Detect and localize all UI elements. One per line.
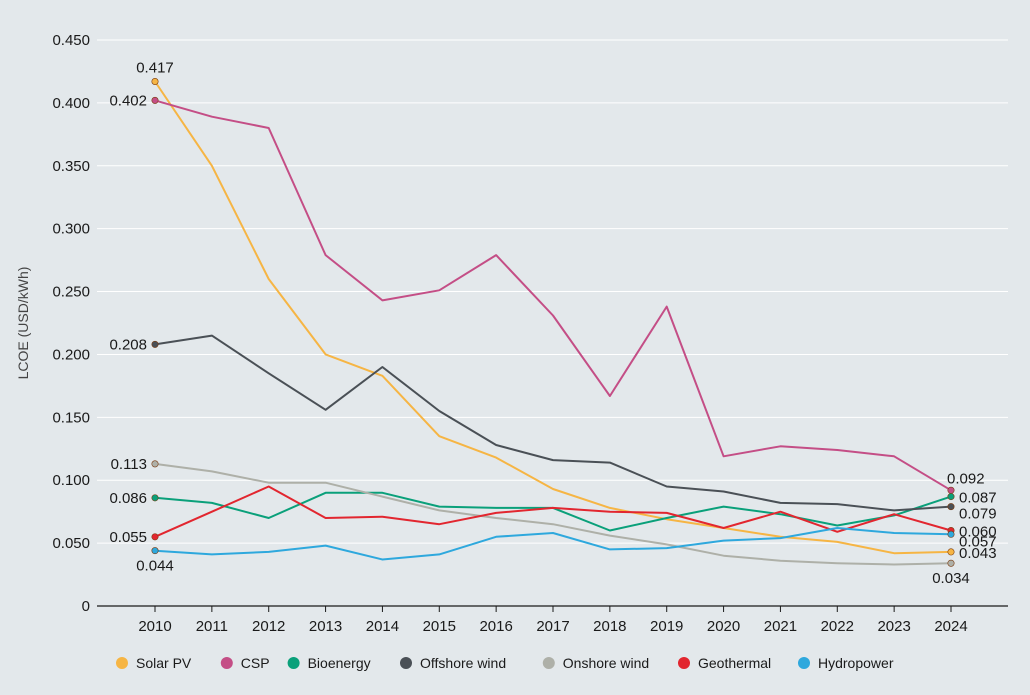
data-point-marker xyxy=(947,548,955,556)
axes: 0 0.050 0.100 0.150 0.200 0.250 0.300 0.350 0.40… xyxy=(15,32,1008,635)
legend-item-hydropower: Hydropower xyxy=(798,655,894,671)
data-label: 0.060 xyxy=(959,524,997,541)
series-line-hydropower xyxy=(154,527,952,561)
series-line-onshore-wind xyxy=(154,462,952,566)
legend-label: Onshore wind xyxy=(563,655,649,671)
legend-label: Geothermal xyxy=(698,655,771,671)
y-tick-label: 0.150 xyxy=(52,409,90,426)
data-label: 0.208 xyxy=(109,336,147,353)
data-label: 0.057 xyxy=(959,533,997,550)
data-label: 0.113 xyxy=(111,456,147,473)
y-axis-title: LCOE (USD/kWh) xyxy=(15,267,31,380)
y-tick-label: 0.350 xyxy=(52,158,90,175)
x-tick-label: 2015 xyxy=(423,618,456,635)
legend-swatch xyxy=(287,657,300,669)
data-label: 0.043 xyxy=(959,545,997,562)
legend-label: CSP xyxy=(241,655,270,671)
series-line-offshore-wind xyxy=(154,334,952,512)
legend-label: Bioenergy xyxy=(308,655,371,671)
series-lines xyxy=(154,80,952,566)
data-label: 0.086 xyxy=(109,490,147,507)
x-tick-label: 2022 xyxy=(821,618,854,635)
legend-item-solar-pv: Solar PV xyxy=(116,655,192,671)
data-point-marker xyxy=(151,96,159,104)
series-line-geothermal xyxy=(154,485,952,538)
data-point-marker xyxy=(151,547,159,555)
legend-swatch xyxy=(116,657,128,669)
data-point-marker xyxy=(151,78,159,86)
x-tick-label: 2023 xyxy=(877,618,910,635)
legend-item-csp: CSP xyxy=(220,655,270,671)
x-tick-label: 2020 xyxy=(707,618,740,635)
legend-swatch xyxy=(542,657,555,669)
legend-label: Hydropower xyxy=(818,655,894,671)
legend-item-geothermal: Geothermal xyxy=(678,655,771,671)
x-tick-label: 2012 xyxy=(252,618,285,635)
legend-item-onshore-wind: Onshore wind xyxy=(542,655,649,671)
y-tick-label: 0.250 xyxy=(52,284,90,301)
legend-swatch xyxy=(400,657,412,669)
x-tick-label: 2013 xyxy=(309,618,342,635)
data-point-marker xyxy=(947,559,955,567)
legend-swatch xyxy=(798,657,810,669)
data-point-marker xyxy=(947,530,955,538)
x-tick-label: 2010 xyxy=(138,618,171,635)
gridlines xyxy=(97,39,1008,544)
data-label: 0.055 xyxy=(109,529,147,546)
data-label: 0.092 xyxy=(947,470,985,487)
data-point-marker xyxy=(151,340,159,348)
y-tick-label: 0 xyxy=(82,598,90,615)
series-line-csp xyxy=(154,99,952,492)
x-tick-label: 2016 xyxy=(479,618,512,635)
x-tick-label: 2024 xyxy=(934,618,967,635)
legend: Solar PV CSP Bioenergy Offshore wind Onshore… xyxy=(116,655,894,671)
data-labels: 0.417 0.402 0.208 0.113 0.086 0.055 0.044 0.092… xyxy=(109,60,996,588)
data-label: 0.402 xyxy=(109,92,147,109)
y-tick-label: 0.450 xyxy=(52,32,90,49)
x-tick-label: 2018 xyxy=(593,618,626,635)
data-label: 0.044 xyxy=(136,558,174,575)
data-point-marker xyxy=(947,503,955,511)
data-label: 0.034 xyxy=(932,570,970,587)
data-point-marker xyxy=(151,494,159,502)
series-line-solar-pv xyxy=(154,80,952,555)
data-label: 0.079 xyxy=(959,506,997,523)
data-point-marker xyxy=(151,533,159,541)
y-tick-label: 0.200 xyxy=(52,346,90,363)
x-tick-label: 2017 xyxy=(536,618,569,635)
legend-label: Solar PV xyxy=(136,655,192,671)
legend-label: Offshore wind xyxy=(420,655,506,671)
y-tick-label: 0.050 xyxy=(52,535,90,552)
x-tick-label: 2014 xyxy=(366,618,399,635)
data-label: 0.087 xyxy=(959,490,997,507)
data-point-marker xyxy=(151,460,159,468)
legend-swatch xyxy=(220,657,233,669)
x-tick-label: 2019 xyxy=(650,618,683,635)
data-point-marker xyxy=(947,486,955,494)
legend-swatch xyxy=(678,657,690,669)
data-label: 0.417 xyxy=(136,60,174,77)
data-point-marker xyxy=(947,493,955,501)
y-tick-label: 0.100 xyxy=(52,472,90,489)
y-tick-label: 0.300 xyxy=(52,221,90,238)
legend-item-bioenergy: Bioenergy xyxy=(287,655,371,671)
x-tick-label: 2021 xyxy=(764,618,797,635)
x-tick-label: 2011 xyxy=(196,618,228,635)
y-tick-label: 0.400 xyxy=(52,95,90,112)
legend-item-offshore-wind: Offshore wind xyxy=(400,655,506,671)
